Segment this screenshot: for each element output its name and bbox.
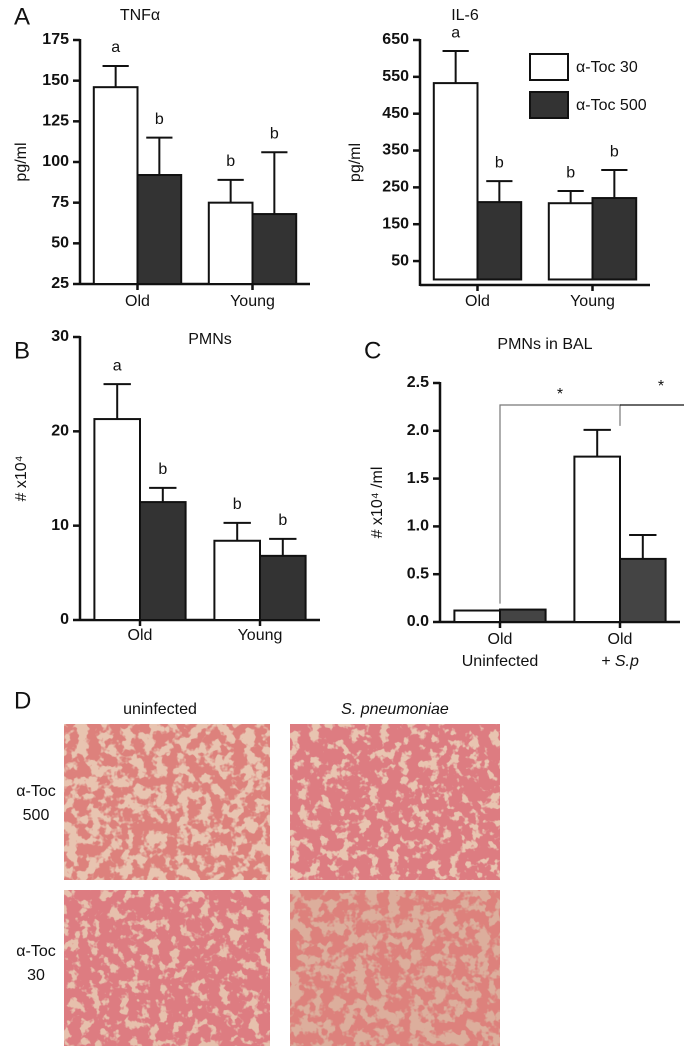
- x-tick-label: Old: [608, 631, 633, 648]
- bar: [207, 201, 254, 286]
- chart-title: PMNs in BAL: [497, 336, 592, 353]
- y-tick-label: 0: [60, 611, 69, 628]
- bar: [213, 539, 261, 622]
- panel-label: B: [14, 337, 30, 364]
- bar: [547, 202, 594, 281]
- x-tick-label: Old: [465, 293, 490, 310]
- y-tick-label: 2.5: [407, 374, 429, 391]
- x-tick-label: + S.p: [601, 653, 639, 670]
- bar: [259, 554, 307, 621]
- significance-letter: b: [158, 461, 167, 478]
- y-tick-label: 650: [382, 31, 409, 48]
- y-tick-label: 150: [42, 72, 69, 89]
- y-tick-label: 125: [42, 113, 69, 130]
- legend-label: α-Toc 30: [576, 59, 638, 76]
- y-axis-label: pg/ml: [13, 142, 30, 181]
- bar: [476, 201, 523, 281]
- x-tick-label: Old: [128, 627, 153, 644]
- micrograph: [64, 724, 270, 880]
- row-title: α-Toc: [16, 943, 55, 960]
- panel-label: D: [14, 687, 31, 714]
- y-tick-label: 2.0: [407, 422, 429, 439]
- y-tick-label: 350: [382, 142, 409, 159]
- column-title: uninfected: [123, 701, 197, 718]
- y-tick-label: 150: [382, 215, 409, 232]
- significance-letter: b: [566, 164, 575, 181]
- y-tick-label: 1.0: [407, 518, 429, 535]
- y-tick-label: 250: [382, 179, 409, 196]
- significance-letter: b: [278, 512, 287, 529]
- y-tick-label: 10: [51, 517, 69, 534]
- x-tick-label: Old: [488, 631, 513, 648]
- significance-bracket: [499, 404, 621, 604]
- y-tick-label: 50: [51, 235, 69, 252]
- bar: [453, 609, 501, 624]
- chart-title: PMNs: [188, 331, 232, 348]
- y-tick-label: 0.0: [407, 613, 429, 630]
- x-tick-label: Uninfected: [462, 653, 539, 670]
- significance-letter: a: [113, 357, 122, 374]
- panel-label: A: [14, 3, 30, 30]
- bar: [432, 82, 479, 281]
- row-title: α-Toc: [16, 783, 55, 800]
- bar: [573, 455, 622, 623]
- y-tick-label: 1.5: [407, 470, 429, 487]
- y-tick-label: 100: [42, 153, 69, 170]
- y-tick-label: 20: [51, 423, 69, 440]
- x-tick-label: Young: [230, 293, 275, 310]
- significance-letter: b: [226, 153, 235, 170]
- significance-letter: b: [233, 496, 242, 513]
- bar: [139, 501, 187, 622]
- legend-swatch: [529, 53, 569, 81]
- significance-letter: b: [610, 143, 619, 160]
- chart-title: TNFα: [120, 7, 160, 24]
- x-tick-label: Old: [125, 293, 150, 310]
- y-tick-label: 30: [51, 328, 69, 345]
- column-title: S. pneumoniae: [341, 701, 449, 718]
- y-tick-label: 550: [382, 68, 409, 85]
- y-tick-label: 175: [42, 31, 69, 48]
- bar: [499, 608, 547, 624]
- bar: [136, 174, 183, 285]
- micrograph: [64, 890, 270, 1046]
- x-tick-label: Young: [238, 627, 283, 644]
- bar: [92, 86, 139, 285]
- significance-star: *: [557, 386, 563, 403]
- panel-label: C: [364, 337, 381, 364]
- y-tick-label: 75: [51, 194, 69, 211]
- micrograph: [290, 724, 500, 880]
- bar: [93, 418, 141, 621]
- row-title: 500: [23, 807, 50, 824]
- chart-title: IL-6: [451, 7, 479, 24]
- y-axis-label: pg/ml: [347, 143, 364, 182]
- y-tick-label: 50: [391, 252, 409, 269]
- significance-letter: b: [155, 111, 164, 128]
- significance-letter: b: [495, 154, 504, 171]
- significance-star: *: [658, 378, 664, 395]
- x-tick-label: Young: [570, 293, 615, 310]
- bar: [591, 197, 638, 281]
- bar: [251, 213, 298, 285]
- y-tick-label: 450: [382, 105, 409, 122]
- row-title: 30: [27, 967, 45, 984]
- legend-swatch: [529, 91, 569, 119]
- y-axis-label: # x10⁴: [13, 455, 30, 501]
- bar: [619, 557, 667, 623]
- y-tick-label: 0.5: [407, 565, 429, 582]
- significance-letter: a: [451, 24, 460, 41]
- y-tick-label: 25: [51, 275, 69, 292]
- legend-label: α-Toc 500: [576, 97, 647, 114]
- significance-letter: b: [270, 125, 279, 142]
- micrograph: [290, 890, 500, 1046]
- significance-letter: a: [111, 39, 120, 56]
- y-axis-label: # x10⁴ /ml: [369, 467, 386, 539]
